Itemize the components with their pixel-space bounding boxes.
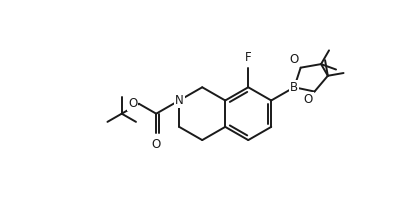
- Text: O: O: [128, 97, 138, 110]
- Text: B: B: [290, 81, 298, 94]
- Text: O: O: [303, 93, 313, 106]
- Text: O: O: [152, 138, 161, 151]
- Text: N: N: [175, 94, 184, 107]
- Text: O: O: [290, 53, 299, 66]
- Text: F: F: [245, 51, 252, 64]
